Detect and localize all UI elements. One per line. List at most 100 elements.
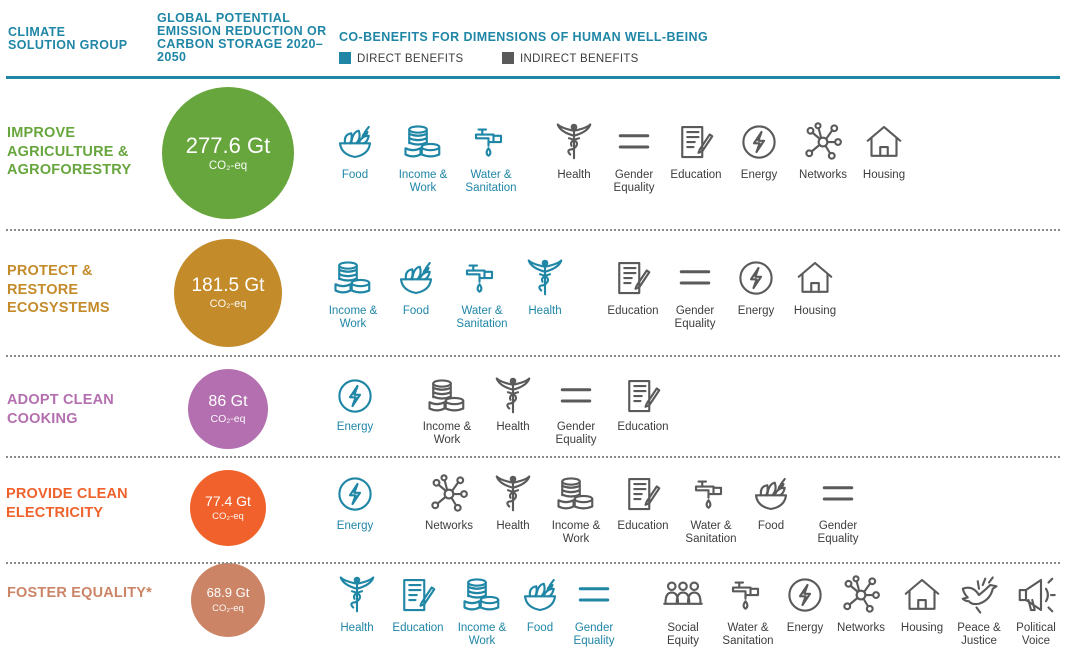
education-icon <box>403 578 436 612</box>
legend-direct-label: DIRECT BENEFITS <box>357 53 464 65</box>
column-header-cobenefits: CO-BENEFITS FOR DIMENSIONS OF HUMAN WELL… <box>339 30 709 44</box>
potential-unit: CO₂-eq <box>210 412 246 425</box>
benefit-label: Gender Equality <box>573 622 615 647</box>
benefit-label: Health <box>496 520 530 532</box>
benefit-label: Water & Sanitation <box>685 520 737 545</box>
potential-value: 181.5 Gt <box>191 274 265 296</box>
housing-icon <box>797 261 833 293</box>
benefit-food: Food <box>731 474 811 532</box>
benefit-gender-equality: Gender Equality <box>655 258 735 330</box>
benefit-social-equity: Social Equity <box>643 575 723 647</box>
benefit-housing: Housing <box>882 575 962 634</box>
legend-direct-swatch <box>339 52 351 64</box>
energy-icon <box>788 578 822 612</box>
benefit-label: Food <box>402 305 430 317</box>
benefit-label: Health <box>340 622 374 634</box>
energy-icon <box>739 261 773 295</box>
benefit-water-sanitation: Water & Sanitation <box>451 122 531 194</box>
column-header-potential: GLOBAL POTENTIAL EMISSION REDUCTION OR C… <box>157 11 327 64</box>
benefit-label: Housing <box>793 305 837 317</box>
solution-group-label: PROVIDE CLEAN ELECTRICITY <box>6 486 128 521</box>
benefit-label: Income & Work <box>398 169 448 194</box>
benefit-label: Gender Equality <box>817 520 859 545</box>
benefit-label: Energy <box>336 421 374 433</box>
benefit-label: Food <box>526 622 554 634</box>
education-icon <box>628 379 661 413</box>
benefit-energy: Energy <box>315 376 395 433</box>
benefit-networks: Networks <box>783 122 863 181</box>
benefit-food: Food <box>500 575 580 634</box>
benefit-label: Education <box>670 169 722 181</box>
benefit-health: Health <box>473 474 553 532</box>
income-work-icon <box>428 379 465 412</box>
potential-unit: CO₂-eq <box>208 160 248 173</box>
benefit-health: Health <box>473 376 553 433</box>
income-work-icon <box>557 477 594 510</box>
gender-equality-icon <box>578 587 610 602</box>
benefit-education: Education <box>593 258 673 317</box>
benefit-food: Food <box>315 122 395 181</box>
benefit-food: Food <box>376 258 456 317</box>
benefit-label: Income & Work <box>422 421 472 446</box>
benefit-label: Networks <box>425 520 473 532</box>
energy-icon <box>338 379 372 413</box>
benefit-networks: Networks <box>821 575 901 634</box>
benefit-label: Social Equity <box>667 622 699 647</box>
legend-indirect-label: INDIRECT BENEFITS <box>520 53 639 65</box>
energy-icon <box>742 125 776 159</box>
food-icon <box>523 578 557 612</box>
water-sanitation-icon <box>474 128 503 157</box>
benefit-label: Water & Sanitation <box>465 169 517 194</box>
education-icon <box>628 477 661 511</box>
potential-unit: CO₂-eq <box>212 602 244 614</box>
peace-justice-icon <box>961 576 998 614</box>
benefit-income-work: Income & Work <box>536 474 616 545</box>
benefit-health: Health <box>534 122 614 181</box>
benefit-gender-equality: Gender Equality <box>594 122 674 194</box>
benefit-energy: Energy <box>765 575 845 634</box>
row-separator <box>6 456 1060 458</box>
potential-value: 77.4 Gt <box>205 492 251 509</box>
benefit-label: Food <box>757 520 785 532</box>
income-work-icon <box>404 125 441 158</box>
benefit-income-work: Income & Work <box>313 258 393 330</box>
benefit-label: Education <box>617 421 669 433</box>
benefit-label: Health <box>557 169 591 181</box>
education-icon <box>681 125 714 159</box>
food-icon <box>338 125 372 159</box>
potential-circle: 181.5 Gt CO₂-eq <box>174 239 282 347</box>
benefit-label: Income & Work <box>328 305 378 330</box>
gender-equality-icon <box>822 486 854 501</box>
benefit-label: Energy <box>740 169 778 181</box>
solution-group-label: ADOPT CLEAN COOKING <box>7 392 114 427</box>
benefit-water-sanitation: Water & Sanitation <box>442 258 522 330</box>
benefit-label: Food <box>341 169 369 181</box>
benefit-gender-equality: Gender Equality <box>554 575 634 647</box>
health-icon <box>556 123 592 160</box>
benefit-label: Education <box>617 520 669 532</box>
benefit-label: Gender Equality <box>674 305 716 330</box>
benefit-label: Health <box>496 421 530 433</box>
row-separator <box>6 355 1060 357</box>
water-sanitation-icon <box>465 264 494 293</box>
benefit-label: Networks <box>799 169 847 181</box>
potential-circle: 277.6 Gt CO₂-eq <box>162 87 294 219</box>
benefit-label: Housing <box>900 622 944 634</box>
benefit-income-work: Income & Work <box>407 376 487 446</box>
benefit-label: Peace & Justice <box>957 622 1001 647</box>
potential-value: 86 Gt <box>208 393 248 411</box>
benefit-label: Water & Sanitation <box>456 305 508 330</box>
benefit-label: Health <box>528 305 562 317</box>
housing-icon <box>904 578 940 610</box>
education-icon <box>618 261 651 295</box>
benefit-education: Education <box>603 474 683 532</box>
social-equity-icon <box>663 581 703 605</box>
benefit-label: Income & Work <box>551 520 601 545</box>
benefit-networks: Networks <box>409 474 489 532</box>
benefit-label: Water & Sanitation <box>722 622 774 647</box>
housing-icon <box>866 125 902 157</box>
benefit-label: Energy <box>336 520 374 532</box>
networks-icon <box>431 474 468 512</box>
solution-group-label: PROTECT & RESTORE ECOSYSTEMS <box>7 263 110 316</box>
legend-indirect-swatch <box>502 52 514 64</box>
